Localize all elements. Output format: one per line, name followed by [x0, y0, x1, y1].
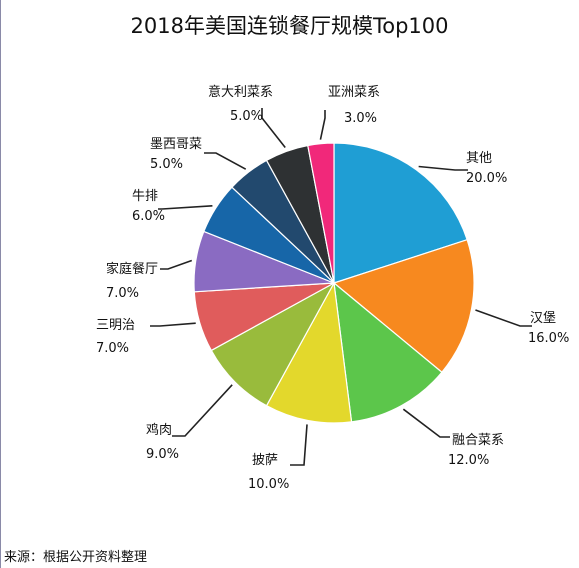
slice-value-7: 6.0%	[132, 209, 165, 224]
leader-line-6	[160, 259, 193, 270]
leader-line-0	[418, 165, 468, 171]
slice-label-3: 披萨	[252, 453, 278, 468]
pie-slice-4	[210, 281, 336, 407]
pie-slice-2	[333, 281, 443, 423]
leader-line-7	[158, 205, 213, 210]
slice-value-9: 5.0%	[230, 109, 263, 124]
slice-label-8: 墨西哥菜	[150, 137, 202, 152]
slice-value-5: 7.0%	[96, 341, 129, 356]
slice-value-10: 3.0%	[344, 111, 377, 126]
leader-line-4	[172, 384, 233, 437]
pie-slice-0	[333, 142, 468, 284]
slice-label-6: 家庭餐厅	[106, 261, 158, 277]
slice-label-9: 意大利菜系	[208, 84, 273, 100]
slice-label-7: 牛排	[132, 189, 158, 204]
slice-label-2: 融合菜系	[452, 433, 504, 448]
chart-title: 2018年美国连锁餐厅规模Top100	[130, 14, 449, 38]
leader-line-1	[475, 309, 532, 327]
leader-line-9	[261, 108, 286, 149]
slice-label-5: 三明治	[96, 318, 135, 333]
slice-value-8: 5.0%	[150, 157, 183, 172]
slice-value-1: 16.0%	[528, 331, 569, 346]
leader-line-3	[290, 424, 308, 466]
pie-slice-10	[307, 142, 335, 284]
slice-label-10: 亚洲菜系	[328, 85, 380, 100]
slice-label-4: 鸡肉	[146, 422, 172, 438]
slice-value-3: 10.0%	[248, 477, 289, 492]
slice-value-2: 12.0%	[448, 453, 489, 468]
leader-line-5	[150, 322, 196, 327]
leader-line-10	[319, 110, 326, 140]
slice-value-0: 20.0%	[466, 171, 507, 186]
slice-label-0: 其他	[466, 151, 492, 166]
slice-value-6: 7.0%	[106, 286, 139, 301]
slice-label-1: 汉堡	[530, 310, 556, 326]
left-edge-line	[0, 0, 1, 568]
leader-line-8	[204, 152, 247, 170]
source-note: 来源：根据公开资料整理	[4, 550, 148, 565]
leader-line-2	[402, 408, 450, 438]
pie-slice-3	[265, 281, 353, 424]
slice-value-4: 9.0%	[146, 447, 179, 462]
pie-slice-1	[332, 238, 475, 374]
